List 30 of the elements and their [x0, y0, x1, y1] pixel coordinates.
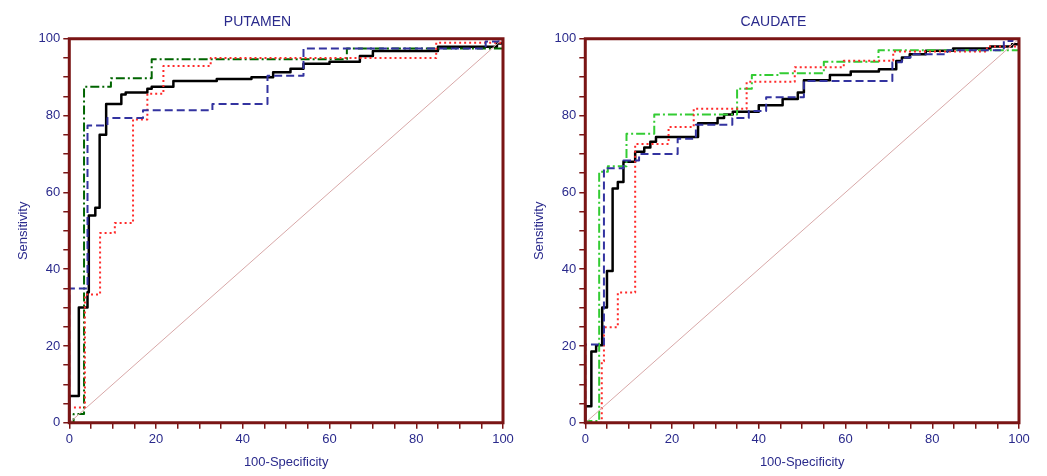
x-tick-label: 100 [1008, 431, 1030, 447]
x-tick-label: 40 [751, 431, 767, 447]
y-tick-label: 20 [45, 337, 61, 353]
x-axis-title: 100-Specificity [243, 453, 329, 469]
x-tick-label: 100 [492, 431, 514, 447]
y-axis-title: Sensitivity [531, 201, 547, 261]
y-tick-label: 0 [53, 414, 61, 430]
x-tick-label: 20 [664, 431, 680, 447]
x-tick-label: 80 [409, 431, 424, 447]
y-tick-label: 40 [45, 260, 61, 276]
x-tick-label: 20 [148, 431, 164, 447]
y-tick-label: 80 [561, 107, 577, 123]
y-tick-label: 80 [45, 107, 61, 123]
y-tick-label: 100 [38, 30, 61, 46]
x-axis-title: 100-Specificity [759, 453, 845, 469]
y-tick-label: 60 [561, 183, 577, 199]
x-tick-label: 40 [235, 431, 251, 447]
x-tick-label: 80 [925, 431, 940, 447]
y-axis-title: Sensitivity [15, 201, 31, 261]
y-tick-label: 60 [45, 183, 61, 199]
y-tick-label: 20 [561, 337, 577, 353]
x-tick-label: 0 [581, 431, 589, 447]
chart-title: PUTAMEN [223, 13, 292, 30]
y-tick-label: 100 [554, 30, 577, 46]
y-tick-label: 0 [569, 414, 577, 430]
x-tick-label: 0 [65, 431, 73, 447]
chart-title: CAUDATE [740, 13, 807, 30]
x-tick-label: 60 [322, 431, 337, 447]
y-tick-label: 40 [561, 260, 577, 276]
x-tick-label: 60 [838, 431, 853, 447]
